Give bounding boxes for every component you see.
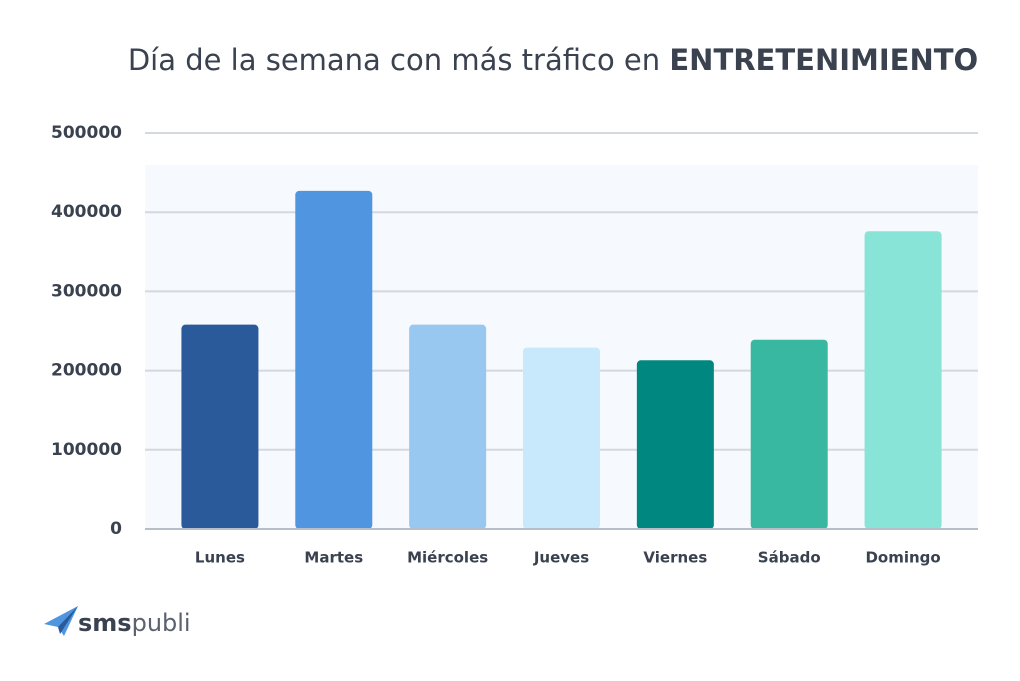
x-tick-label: Viernes — [643, 549, 707, 567]
bar — [409, 324, 487, 529]
logo: smspubli — [44, 606, 191, 637]
logo-plane-shade — [58, 606, 78, 634]
bar — [295, 190, 373, 530]
y-tick-label: 400000 — [51, 202, 122, 222]
x-tick-label: Miércoles — [407, 549, 488, 567]
logo-plane — [44, 606, 78, 636]
logo-text: smspubli — [78, 609, 191, 637]
x-tick-label: Jueves — [533, 549, 589, 567]
y-tick-label: 200000 — [51, 361, 122, 381]
bar — [864, 231, 942, 529]
bar — [523, 347, 600, 529]
x-tick-label: Domingo — [865, 549, 940, 567]
x-tick-label: Martes — [304, 549, 363, 567]
y-tick-label: 0 — [110, 519, 122, 539]
logo-bold: sms — [78, 609, 132, 637]
logo-light: publi — [132, 609, 191, 637]
x-tick-label: Lunes — [195, 549, 245, 567]
bar — [750, 339, 828, 529]
bar — [636, 360, 714, 529]
chart-title: Día de la semana con más tráfico en ENTR… — [128, 43, 978, 77]
title-text: Día de la semana con más tráfico en — [128, 43, 660, 77]
y-tick-label: 500000 — [51, 123, 122, 143]
x-tick-label: Sábado — [758, 549, 821, 567]
y-tick-label: 300000 — [51, 281, 122, 301]
title-emphasis: ENTRETENIMIENTO — [669, 43, 978, 77]
bar — [181, 324, 259, 529]
y-tick-label: 100000 — [51, 440, 122, 460]
